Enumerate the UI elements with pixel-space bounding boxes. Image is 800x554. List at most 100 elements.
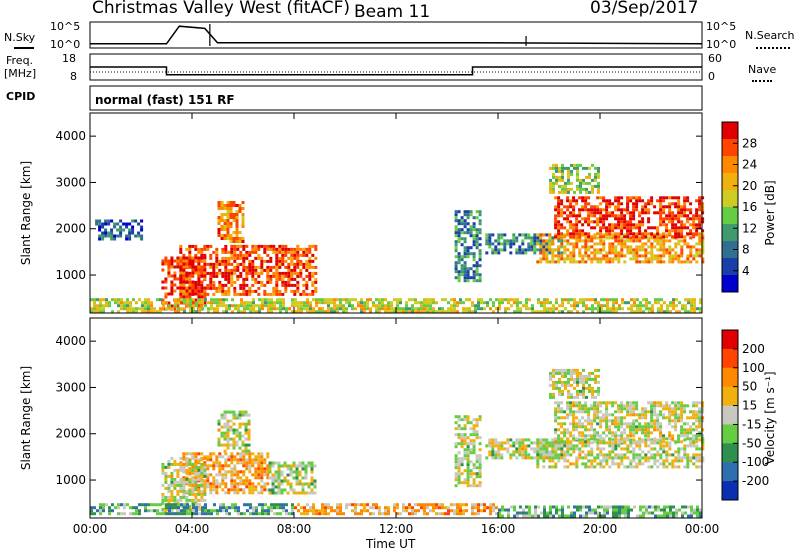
power-cell <box>245 271 249 275</box>
power-cell <box>230 268 234 272</box>
power-cell <box>561 298 564 302</box>
power-cell <box>223 204 227 207</box>
power-cell <box>460 216 464 220</box>
velocity-cell <box>507 514 510 518</box>
power-cell <box>680 248 684 252</box>
power-cell <box>232 219 236 222</box>
velocity-cell <box>179 468 183 472</box>
velocity-cell <box>459 506 462 510</box>
power-cell <box>537 298 540 302</box>
power-cell <box>185 295 189 299</box>
power-cell <box>695 232 699 236</box>
velocity-cell <box>164 486 168 490</box>
velocity-cell <box>475 430 479 434</box>
power-cell <box>491 251 495 255</box>
velocity-cell <box>129 506 132 510</box>
velocity-cell <box>310 470 314 474</box>
velocity-cell <box>603 505 606 509</box>
velocity-cell <box>656 416 660 420</box>
power-cell <box>138 307 141 311</box>
velocity-cell <box>469 472 473 476</box>
power-cell <box>546 301 549 305</box>
velocity-cell <box>254 461 258 465</box>
power-cell <box>296 289 300 293</box>
power-cell <box>161 280 165 284</box>
velocity-cell <box>536 450 540 454</box>
velocity-cell <box>575 447 579 451</box>
velocity-cell <box>242 455 246 459</box>
power-cell <box>182 295 186 299</box>
power-cell <box>248 253 252 257</box>
velocity-cell <box>608 453 612 457</box>
power-cell <box>557 196 561 200</box>
velocity-cell <box>570 514 573 518</box>
velocity-cell <box>480 509 483 513</box>
velocity-cell <box>478 436 482 440</box>
velocity-cell <box>539 438 543 442</box>
power-cell <box>672 298 675 302</box>
velocity-cell <box>623 437 627 441</box>
power-cell <box>512 239 516 243</box>
velocity-cell <box>274 473 278 477</box>
power-cell <box>567 175 570 179</box>
power-cell <box>558 190 561 194</box>
power-cell <box>596 220 600 224</box>
velocity-cell <box>229 425 233 429</box>
power-cell <box>223 222 227 225</box>
power-cell <box>342 307 345 311</box>
power-cell <box>648 310 651 314</box>
power-cell <box>229 234 233 237</box>
velocity-cell <box>617 407 621 411</box>
power-cell <box>644 257 648 261</box>
velocity-cell <box>248 488 252 492</box>
velocity-cell <box>286 482 290 486</box>
velocity-cell <box>242 488 246 492</box>
power-cell <box>587 202 591 206</box>
power-cell <box>360 310 363 314</box>
velocity-cell <box>263 482 267 486</box>
power-cell <box>447 310 450 314</box>
velocity-cell <box>647 450 651 454</box>
power-cell <box>396 304 399 308</box>
velocity-cell <box>197 492 201 496</box>
power-cell <box>288 307 291 311</box>
power-cell <box>342 298 345 302</box>
power-cell <box>567 298 570 302</box>
velocity-cell <box>602 465 606 469</box>
power-cell <box>530 236 534 240</box>
velocity-cell <box>339 512 342 516</box>
velocity-cell <box>197 468 201 472</box>
velocity-cell <box>599 447 603 451</box>
power-cell <box>668 251 672 255</box>
power-cell <box>472 243 476 247</box>
velocity-cell <box>170 507 174 511</box>
power-cell <box>671 248 675 252</box>
velocity-cell <box>632 419 636 423</box>
velocity-cell <box>600 505 603 509</box>
velocity-cell <box>176 492 180 496</box>
power-cell <box>215 259 219 263</box>
power-cell <box>457 270 461 274</box>
velocity-cell <box>207 512 210 516</box>
power-cell <box>290 259 294 263</box>
power-cell <box>548 260 552 264</box>
power-cell <box>275 277 279 281</box>
power-cell <box>608 202 612 206</box>
velocity-cell <box>623 407 627 411</box>
power-cell <box>192 310 195 314</box>
power-cell <box>692 245 696 249</box>
velocity-cell <box>475 484 479 488</box>
velocity-cell <box>260 452 264 456</box>
power-cell <box>457 210 461 214</box>
power-cell <box>272 265 276 269</box>
power-cell <box>564 298 567 302</box>
power-cell <box>510 298 513 302</box>
power-cell <box>650 257 654 261</box>
power-cell <box>188 244 192 248</box>
velocity-cell <box>539 456 543 460</box>
velocity-cell <box>650 419 654 423</box>
power-cell <box>194 253 198 257</box>
power-cell <box>581 217 585 221</box>
power-cell <box>545 248 549 252</box>
power-cell <box>638 214 642 218</box>
